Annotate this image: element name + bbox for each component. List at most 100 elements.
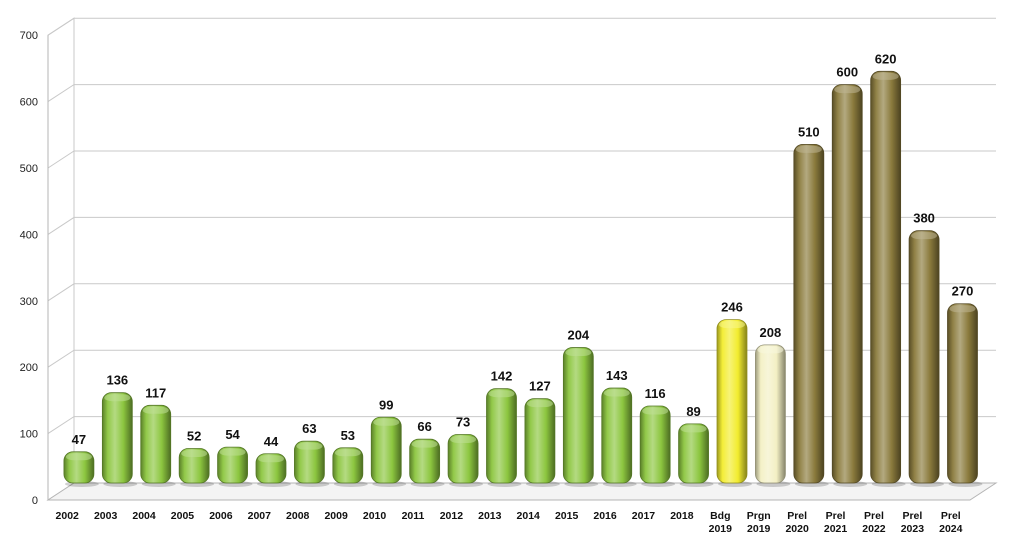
bar-top-highlight (526, 400, 553, 408)
y-tick-label: 0 (32, 495, 38, 507)
gridlines (46, 17, 998, 501)
bar-top-highlight (296, 442, 323, 450)
bar-body (639, 405, 671, 484)
bar-top-highlight (872, 72, 899, 80)
x-tick-label: 2018 (670, 510, 694, 522)
gridline (47, 17, 996, 36)
data-label: 600 (836, 65, 858, 80)
bar-body (101, 392, 133, 484)
bar-top-highlight (142, 406, 169, 414)
data-label: 620 (875, 51, 897, 66)
data-label: 44 (264, 434, 279, 449)
bar-body (793, 143, 825, 484)
y-tick-label: 500 (20, 163, 38, 175)
bar (294, 440, 330, 487)
bar-body (140, 404, 172, 484)
bar-body (447, 434, 479, 484)
bar-top-highlight (795, 145, 822, 153)
bars (63, 70, 983, 487)
bar (831, 84, 868, 487)
bar-body (601, 387, 633, 484)
data-label: 63 (302, 421, 316, 436)
data-label: 47 (72, 432, 86, 447)
bar (447, 434, 484, 487)
x-tick-label: 2008 (286, 510, 310, 522)
data-label: 143 (606, 368, 628, 383)
bar-top-highlight (219, 448, 246, 456)
y-axis: 0 100 200 300 400 500 600 700 (20, 30, 49, 507)
bar (101, 392, 138, 487)
x-tick-label: 2009 (324, 510, 348, 522)
bar (178, 448, 215, 487)
data-label: 52 (187, 428, 201, 443)
data-label: 73 (456, 415, 470, 430)
bar (409, 438, 445, 487)
bar-top-highlight (258, 455, 284, 463)
bar (639, 405, 676, 487)
data-label: 66 (417, 419, 431, 434)
bar-body (562, 347, 594, 484)
x-tick-label: 2006 (209, 510, 233, 522)
bar-top-highlight (450, 436, 477, 444)
bar (217, 446, 253, 487)
bar-body (332, 447, 364, 484)
bar-body (178, 448, 210, 484)
data-label: 380 (913, 211, 935, 226)
bar-top-highlight (834, 86, 861, 94)
data-label: 246 (721, 300, 743, 315)
bar-top-highlight (411, 440, 438, 448)
data-label: 116 (645, 386, 666, 401)
bar-top-highlight (565, 349, 592, 357)
bar (716, 319, 752, 487)
bar (755, 344, 791, 487)
bar-body (370, 416, 402, 484)
bar (332, 447, 368, 487)
bar (793, 143, 829, 487)
bar-top-highlight (680, 425, 707, 433)
bar (255, 453, 291, 487)
bar (870, 70, 906, 487)
x-tick-label: 2014 (517, 510, 541, 522)
bar-top-highlight (949, 305, 976, 313)
x-tick-label: 2007 (248, 510, 272, 522)
data-label: 53 (341, 428, 355, 443)
data-labels: 47 136 117 52 54 44 63 53 99 66 73 142 127 204 143 116 8… (72, 51, 974, 448)
bar (947, 303, 983, 487)
bar (524, 398, 560, 487)
bar-top-highlight (719, 321, 745, 329)
bar-body (294, 440, 325, 484)
bar-body (870, 70, 902, 484)
x-tick-label: Prel 2021 (824, 510, 848, 535)
x-tick-label: 2003 (94, 510, 118, 522)
bar-top-highlight (603, 389, 630, 397)
y-tick-label: 700 (20, 30, 38, 42)
gridline (47, 283, 996, 302)
y-tick-label: 200 (20, 362, 38, 374)
y-tick-label: 100 (20, 429, 38, 441)
bar-top-highlight (334, 449, 361, 457)
bar-top-highlight (373, 418, 400, 426)
x-tick-label: 2015 (555, 510, 579, 522)
x-tick-label: 2016 (593, 510, 617, 522)
data-label: 208 (760, 325, 782, 340)
data-label: 270 (952, 284, 974, 299)
data-label: 510 (798, 124, 820, 139)
bar-top-highlight (104, 394, 131, 402)
bar-top-highlight (181, 449, 208, 457)
x-tick-label: 2011 (402, 510, 425, 522)
bar-body (755, 344, 786, 484)
bar-body (486, 388, 517, 484)
bar-body (716, 319, 748, 484)
left-wall (47, 17, 75, 501)
x-tick-label: 2005 (171, 510, 195, 522)
bar-top-highlight (488, 390, 515, 398)
gridline (47, 416, 996, 435)
data-label: 204 (567, 328, 589, 343)
x-tick-label: 2017 (632, 510, 656, 522)
y-tick-label: 400 (20, 229, 38, 241)
x-tick-label: Prel 2023 (901, 510, 925, 535)
bar-top-highlight (911, 232, 938, 240)
gridline (47, 150, 996, 169)
bar-body (409, 438, 441, 484)
bar (486, 388, 522, 487)
